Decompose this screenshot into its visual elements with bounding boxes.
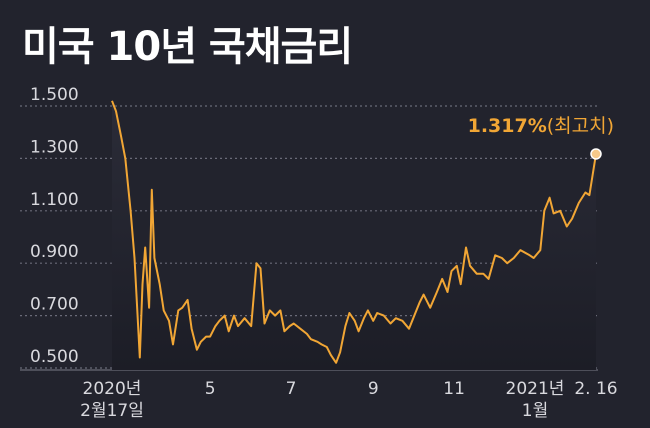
series-line-layer (111, 100, 597, 364)
x-tick-label: 2월17일 (80, 401, 144, 421)
y-tick-label: 0.900 (30, 242, 79, 262)
y-tick-label: 0.500 (30, 347, 79, 367)
x-tick-label: 11 (443, 379, 465, 399)
area-fill (112, 100, 596, 371)
peak-note-label: (최고치) (547, 115, 614, 137)
y-tick-label: 1.500 (30, 85, 79, 105)
x-tick-label: 2. 16 (574, 379, 617, 399)
y-tick-label: 1.300 (30, 137, 79, 157)
series-line (111, 100, 597, 364)
peak-marker (590, 148, 602, 160)
y-axis-tick-labels: 1.500 1.300 1.100 0.900 0.700 0.500 (30, 85, 79, 367)
x-tick-label: 2020년 (83, 379, 142, 399)
x-tick-label: 9 (368, 379, 379, 399)
x-tick-label: 5 (205, 379, 216, 399)
annotations: 1.317%(최고치) (468, 115, 614, 160)
line-area-fill (112, 100, 596, 371)
x-tick-label: 7 (286, 379, 297, 399)
x-tick-label: 2021년 (506, 379, 565, 399)
chart-title: 미국 10년 국채금리 (22, 24, 353, 70)
peak-value-label: 1.317% (468, 115, 547, 137)
peak-annotation: 1.317%(최고치) (468, 115, 614, 137)
y-tick-label: 0.700 (30, 295, 79, 315)
y-tick-label: 1.100 (30, 190, 79, 210)
x-tick-label: 1월 (522, 401, 548, 421)
